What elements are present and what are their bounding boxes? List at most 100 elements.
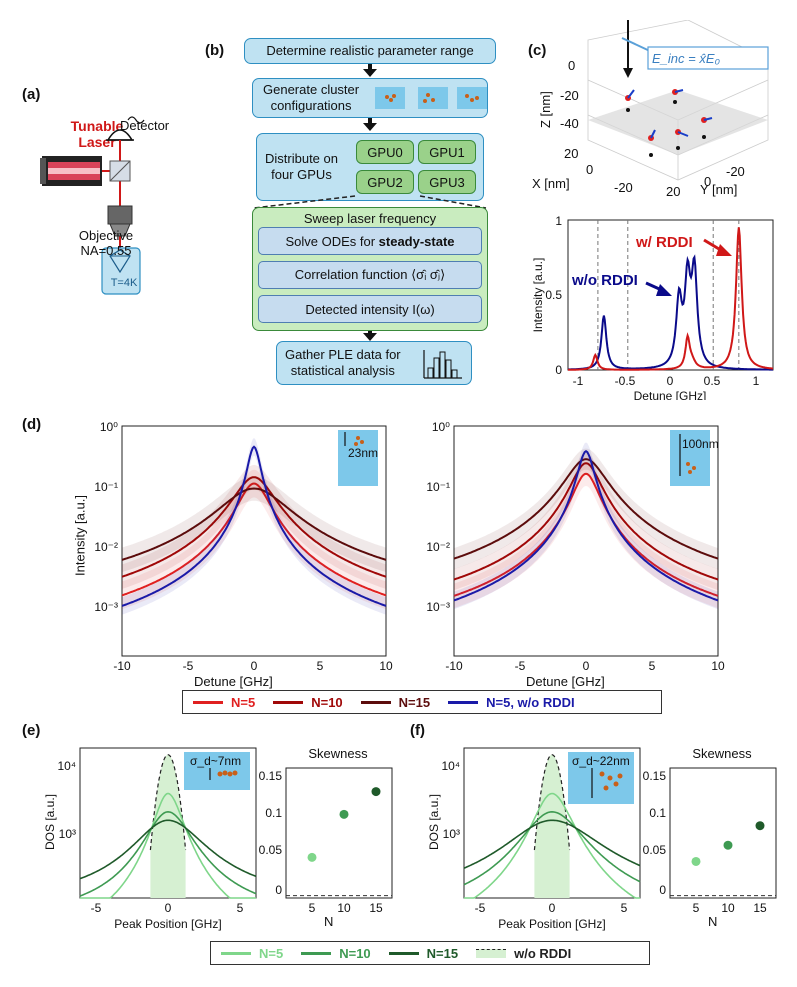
f-ytick: 10⁴ xyxy=(441,759,460,773)
e-ytick: 10³ xyxy=(59,827,76,841)
spectrum-chart: -1 -0.5 0 0.5 1 0 0.5 1 Detune [GHz] Int… xyxy=(531,214,774,400)
y-axis-label: Y [nm] xyxy=(700,182,737,197)
y-tick-2: 20 xyxy=(666,184,680,199)
d-ytick: 10⁻³ xyxy=(94,600,118,614)
legend-item: N=5 xyxy=(221,946,283,961)
reference-dashed-line xyxy=(533,754,571,851)
f-skew-ytick: 0.05 xyxy=(643,843,667,857)
dos-series-2 xyxy=(79,819,257,880)
e-skew-ytick: 0.05 xyxy=(259,843,283,857)
gpu0-box: GPU0 xyxy=(356,140,414,164)
x-tick-0: 20 xyxy=(564,146,578,161)
c-ytick: 0 xyxy=(555,363,562,377)
d-xtick: -5 xyxy=(183,659,194,673)
gpu3-box: GPU3 xyxy=(418,170,476,194)
f-xtick: 0 xyxy=(549,901,556,915)
e-skew-ytick: 0 xyxy=(275,883,282,897)
label-with-rddi: w/ RDDI xyxy=(635,234,693,251)
skew-point-0 xyxy=(307,852,317,862)
dos-series-0 xyxy=(80,792,256,899)
series-line-2 xyxy=(453,458,719,560)
z-axis-label: Z [nm] xyxy=(538,91,553,128)
e-skew-title: Skewness xyxy=(308,746,368,761)
series-line-0 xyxy=(121,482,387,597)
x-tick-1: 0 xyxy=(586,162,593,177)
skew-point-0 xyxy=(691,856,701,866)
c-xtick: -1 xyxy=(573,374,584,388)
skew-point-1 xyxy=(723,840,733,850)
x-tick-2: -20 xyxy=(614,180,633,195)
inset-f-label: σ_d~22nm xyxy=(572,754,630,768)
f-xtick: -5 xyxy=(475,901,486,915)
e-xlabel: Peak Position [GHz] xyxy=(114,917,221,931)
setup-diagram xyxy=(40,116,145,295)
f-ylabel: DOS [a.u.] xyxy=(427,794,441,850)
e-xtick: -5 xyxy=(91,901,102,915)
gpu2-box: GPU2 xyxy=(356,170,414,194)
geometry-3d-plot: 0 -20 -40 Z [nm] 20 0 -20 X [nm] -20 0 2… xyxy=(532,20,769,199)
d-ytick: 10⁰ xyxy=(100,420,118,434)
temperature-label: T=4K xyxy=(110,277,138,289)
d-xtick: 5 xyxy=(649,659,656,673)
c-xtick: 1 xyxy=(753,374,760,388)
f-skew-title: Skewness xyxy=(692,746,752,761)
f-ytick: 10³ xyxy=(443,827,460,841)
series-line-0 xyxy=(453,472,719,597)
f-skew-ytick: 0.15 xyxy=(643,769,667,783)
e-xtick: 5 xyxy=(237,901,244,915)
e-skew-ytick: 0.15 xyxy=(259,769,283,783)
dos-series-2 xyxy=(463,819,641,869)
d-ytick: 10⁻² xyxy=(94,540,118,554)
panel-label-f: (f) xyxy=(410,722,425,739)
skew-point-1 xyxy=(339,809,349,819)
panel-label-e: (e) xyxy=(22,722,41,739)
legend-item: N=10 xyxy=(273,695,343,710)
f-xtick: 5 xyxy=(621,901,628,915)
panel-e-charts: σ_d~7nm 10⁴ 10³ -5 0 5 Peak Position [GH… xyxy=(43,746,393,931)
d-ytick: 10⁰ xyxy=(432,420,450,434)
dos-series-1 xyxy=(463,810,641,886)
step-parameter-range: Determine realistic parameter range xyxy=(244,38,496,64)
uncertainty-band xyxy=(454,461,718,609)
z-tick-1: -20 xyxy=(560,88,579,103)
d-ytick: 10⁻³ xyxy=(426,600,450,614)
series-line-2 xyxy=(121,487,387,561)
gpu1-box: GPU1 xyxy=(418,140,476,164)
legend-item: N=15 xyxy=(360,695,430,710)
series-line-3 xyxy=(121,445,387,607)
cluster-thumb-1 xyxy=(375,87,405,109)
d-ylabel-wrap: Intensity [a.u.] xyxy=(70,428,92,658)
step-generate-configs: Generate cluster configurations xyxy=(252,78,488,118)
solve-odes-box: Solve ODEs for steady-state xyxy=(258,227,482,255)
panel-label-a: (a) xyxy=(22,86,41,103)
panel-label-b: (b) xyxy=(205,42,225,59)
e-xtick: 0 xyxy=(165,901,172,915)
detector-label: Detector xyxy=(120,118,170,133)
inset-100nm-label: 100nm xyxy=(682,437,719,451)
uncertainty-band xyxy=(122,469,386,610)
d-xtick: -10 xyxy=(113,659,131,673)
series-line-1 xyxy=(453,462,719,581)
uncertainty-band xyxy=(454,452,718,591)
skew-point-2 xyxy=(371,787,381,797)
legend-item: N=15 xyxy=(388,946,458,961)
d-xtick: 5 xyxy=(317,659,324,673)
reference-fill xyxy=(150,754,186,898)
z-tick-0: 0 xyxy=(568,58,575,73)
label-without-rddi: w/o RDDI xyxy=(571,272,638,289)
e-skew-xlabel: N xyxy=(324,914,333,929)
legend-bottom: N=5 N=10 N=15 w/o RDDI xyxy=(210,941,650,965)
e-ytick: 10⁴ xyxy=(57,759,76,773)
d-ytick: 10⁻¹ xyxy=(426,480,450,494)
uncertainty-band xyxy=(454,442,718,610)
uncertainty-band xyxy=(122,476,386,573)
cluster-dots xyxy=(385,93,479,103)
d-xtick: -10 xyxy=(445,659,463,673)
correlation-box: Correlation function ⟨σ̂ᵢ σ̂ⱼ⟩ xyxy=(258,261,482,289)
legend-top: N=5 N=10 N=15 N=5, w/o RDDI xyxy=(182,690,662,714)
series-line-3 xyxy=(453,449,719,602)
f-skew-ytick: 0.1 xyxy=(649,806,666,820)
d-xtick: -5 xyxy=(515,659,526,673)
series-without-rddi xyxy=(568,254,773,371)
y-tick-0: -20 xyxy=(726,164,745,179)
